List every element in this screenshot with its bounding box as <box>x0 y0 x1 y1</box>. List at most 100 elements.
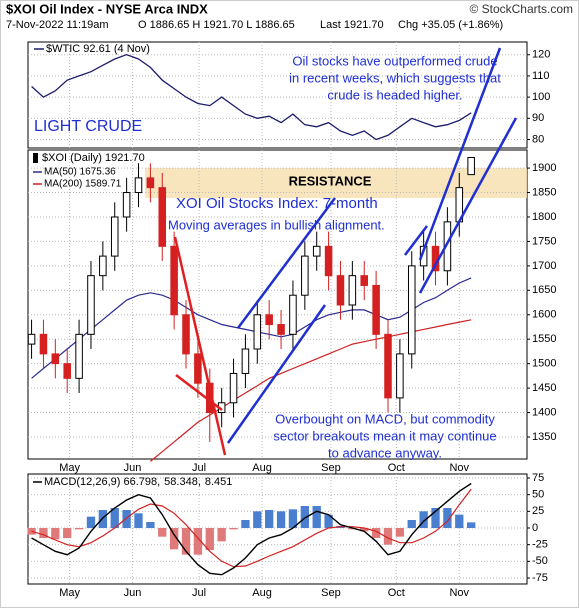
annotation: Overbought on MACD, but commodity <box>275 411 495 426</box>
y-tick-label: 110 <box>532 70 550 82</box>
trend-line <box>418 117 518 294</box>
y-tick-label: 75 <box>532 472 544 484</box>
wtic-line <box>31 54 472 141</box>
y-tick-label: 1550 <box>532 333 556 345</box>
candle-body <box>99 255 107 277</box>
y-tick-label: 1700 <box>532 260 556 272</box>
legend-label: 58.348, <box>164 476 201 488</box>
histogram-bar <box>288 509 298 528</box>
y-tick-label: -75 <box>532 572 548 584</box>
macd-line <box>31 482 472 576</box>
legend-label: $XOI (Daily) 1921.70 <box>42 152 145 164</box>
y-tick-label: 1450 <box>532 382 556 394</box>
legend-label: MA(50) 1675.36 <box>44 167 116 178</box>
histogram-bar <box>146 522 155 528</box>
legend-label: $WTIC 92.61 (4 Nov) <box>46 43 150 55</box>
annotation: sector breakouts mean it may continue <box>273 428 496 443</box>
candle-body <box>324 245 333 277</box>
annotation: XOI Oil Stocks Index: 7-month <box>176 195 378 212</box>
histogram-bar <box>383 528 393 545</box>
trend-line <box>404 225 428 256</box>
annotation: LIGHT CRUDE <box>34 118 142 135</box>
y-tick-label: 1600 <box>532 309 556 321</box>
candle-body <box>348 275 357 306</box>
y-tick-label: 100 <box>532 91 550 103</box>
trend-line <box>226 304 327 444</box>
ma200-line <box>150 319 472 462</box>
candle-body <box>39 333 48 355</box>
source: © StockCharts.com <box>469 2 573 16</box>
histogram-bar <box>74 528 84 530</box>
candle-body <box>372 284 380 335</box>
panel <box>27 473 528 585</box>
trend-line <box>175 374 223 411</box>
histogram-bar <box>407 520 416 528</box>
y-tick-label: 1650 <box>532 284 556 296</box>
candle-body <box>75 333 83 379</box>
candle-body <box>289 294 297 335</box>
candle-body <box>241 348 250 374</box>
candle-body <box>182 314 190 355</box>
y-tick-label: 90 <box>532 112 544 124</box>
histogram-bar <box>205 528 214 550</box>
y-tick-label: 0 <box>532 522 538 534</box>
x-tick-label: Oct <box>388 462 405 474</box>
annotation: to advance anyway. <box>328 445 442 460</box>
histogram-bar <box>300 506 309 528</box>
annotation: RESISTANCE <box>289 173 372 188</box>
y-tick-label: 50 <box>532 489 544 501</box>
candle-body <box>443 221 452 272</box>
candle-body <box>146 177 155 189</box>
legend-label: 8.451 <box>205 476 233 488</box>
histogram-bar <box>217 528 226 542</box>
x-tick-label: Nov <box>449 587 469 599</box>
histogram-bar <box>241 520 250 528</box>
candle-body <box>336 275 345 306</box>
x-tick-label: Nov <box>449 462 469 474</box>
annotation: in recent weeks, which suggests that <box>289 70 501 85</box>
histogram-bar <box>39 528 48 538</box>
histogram-bar <box>276 511 286 528</box>
histogram-bar <box>229 528 238 530</box>
candle-body <box>396 353 404 399</box>
y-tick-label: 120 <box>532 49 550 61</box>
x-tick-label: Jun <box>124 587 142 599</box>
histogram-bar <box>158 528 167 537</box>
candle-body <box>170 245 178 316</box>
candle-body <box>87 275 95 335</box>
x-tick-label: Jul <box>192 462 206 474</box>
histogram-bar <box>134 513 143 528</box>
panel <box>27 41 528 149</box>
candle-body <box>158 187 167 247</box>
histogram-bar <box>51 528 60 540</box>
histogram-bar <box>110 508 119 528</box>
annotation: crude is headed higher. <box>327 87 462 102</box>
histogram-bar <box>431 508 440 528</box>
candle-body <box>229 372 238 404</box>
histogram-bar <box>193 528 203 555</box>
histogram-bar <box>371 528 381 538</box>
histogram-bar <box>360 528 369 532</box>
histogram-bar <box>312 506 321 528</box>
histogram-bar <box>169 528 179 550</box>
y-tick-label: 1500 <box>532 358 556 370</box>
ohlc: O 1886.65 H 1921.70 L 1886.65 <box>138 19 295 31</box>
histogram-bar <box>467 522 476 528</box>
trend-line <box>418 47 502 261</box>
histogram-bar <box>419 511 428 528</box>
x-tick-label: Jul <box>192 587 206 599</box>
legend-label: MA(200) 1589.71 <box>44 179 122 190</box>
candle-body <box>301 255 309 296</box>
histogram-bar <box>181 528 191 555</box>
last: Last 1921.70 <box>320 19 384 31</box>
y-tick-label: 1850 <box>532 186 556 198</box>
y-tick-label: 80 <box>532 133 544 145</box>
y-tick-label: 1900 <box>532 162 556 174</box>
histogram-bar <box>98 510 108 528</box>
x-tick-label: Sep <box>321 462 341 474</box>
candle-body <box>27 333 36 345</box>
x-tick-label: May <box>59 462 80 474</box>
x-tick-label: Jun <box>124 462 142 474</box>
